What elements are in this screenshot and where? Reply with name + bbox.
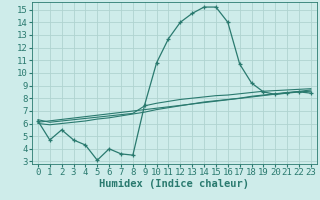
X-axis label: Humidex (Indice chaleur): Humidex (Indice chaleur) (100, 179, 249, 189)
